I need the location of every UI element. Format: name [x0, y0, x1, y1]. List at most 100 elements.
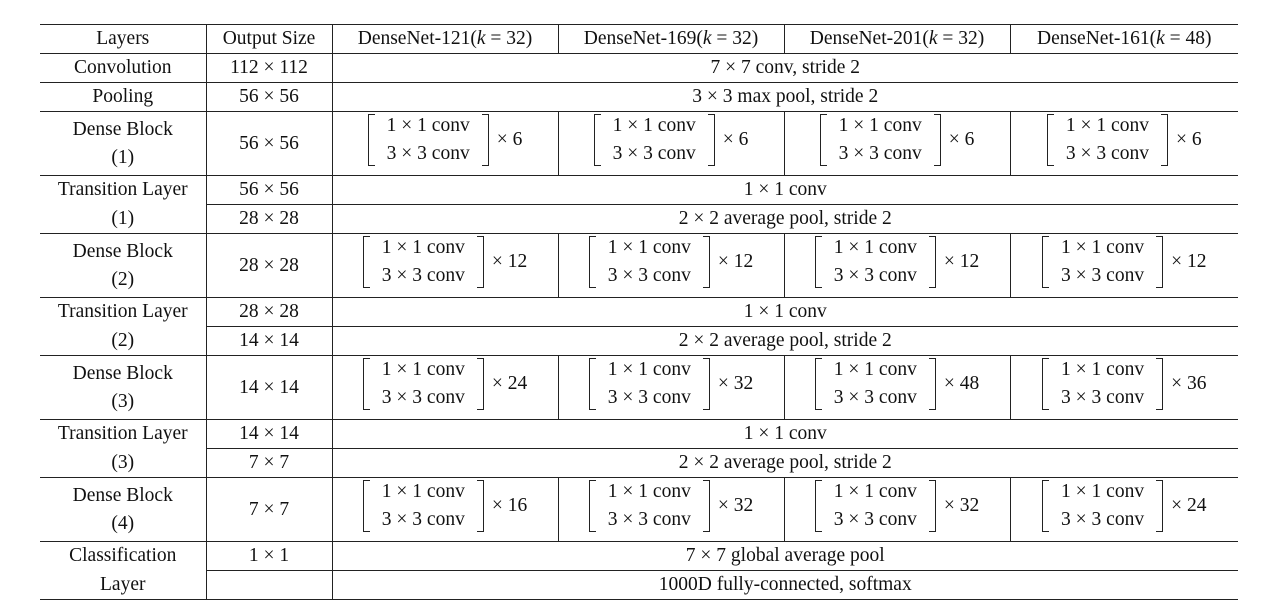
repeat-multiplier: × 36 — [1171, 373, 1207, 394]
repeat-multiplier: × 24 — [491, 373, 528, 394]
dense-block-config: 1 × 1 conv 3 × 3 conv × 6 — [331, 111, 558, 176]
conv-1x1: 1 × 1 conv — [838, 115, 922, 136]
layer-name: Transition Layer — [40, 175, 206, 205]
layer-config: 7 × 7 conv, stride 2 — [331, 53, 1238, 83]
left-bracket — [819, 114, 827, 166]
layer-name: Transition Layer — [40, 419, 206, 449]
conv-3x3: 3 × 3 conv — [838, 143, 922, 164]
conv-3x3: 3 × 3 conv — [381, 265, 465, 286]
left-bracket — [362, 480, 370, 532]
left-bracket — [1046, 114, 1054, 166]
repeat-multiplier: × 12 — [717, 251, 754, 272]
conv-1x1: 1 × 1 conv — [607, 237, 691, 258]
layer-name: (2) — [111, 329, 135, 351]
dense-block-config: 1 × 1 conv 3 × 3 conv × 12 — [1009, 233, 1238, 298]
dense-block-bracket: 1 × 1 conv 3 × 3 conv × 24 — [362, 356, 528, 412]
header-densenet-121: DenseNet-121(k = 32) — [331, 24, 558, 54]
dense-block-config: 1 × 1 conv 3 × 3 conv × 12 — [331, 233, 558, 298]
dense-block-config: 1 × 1 conv 3 × 3 conv × 6 — [557, 111, 784, 176]
right-bracket — [1156, 358, 1164, 410]
header-densenet-201: DenseNet-201(k = 32) — [783, 24, 1010, 54]
repeat-multiplier: × 24 — [1171, 495, 1207, 516]
dense-block-bracket: 1 × 1 conv 3 × 3 conv × 32 — [588, 478, 753, 534]
row-dense-block-3: Dense Block (3) 14 × 14 1 × 1 conv 3 × 3 c… — [40, 355, 1238, 420]
conv-1x1: 1 × 1 conv — [386, 115, 470, 136]
right-bracket — [1160, 114, 1168, 166]
dense-block-bracket: 1 × 1 conv 3 × 3 conv × 16 — [362, 478, 528, 534]
output-size: 56 × 56 — [205, 175, 332, 205]
output-size: 28 × 28 — [205, 297, 332, 327]
conv-3x3: 3 × 3 conv — [1061, 265, 1145, 286]
conv-stack: 1 × 1 conv 3 × 3 conv — [602, 234, 697, 290]
left-bracket — [814, 358, 822, 410]
conv-3x3: 3 × 3 conv — [833, 387, 917, 408]
dense-block-bracket: 1 × 1 conv 3 × 3 conv × 12 — [1042, 234, 1206, 290]
conv-1x1: 1 × 1 conv — [607, 481, 691, 502]
dense-block-config: 1 × 1 conv 3 × 3 conv × 32 — [557, 355, 784, 420]
conv-3x3: 3 × 3 conv — [1061, 509, 1145, 530]
repeat-multiplier: × 16 — [491, 495, 528, 516]
header-row: Layers Output Size DenseNet-121(k = 32) … — [40, 24, 1238, 54]
conv-1x1: 1 × 1 conv — [381, 481, 465, 502]
dense-block-bracket: 1 × 1 conv 3 × 3 conv × 6 — [367, 112, 522, 168]
row-transition-1-conv: Transition Layer 56 × 56 1 × 1 conv — [40, 175, 1238, 205]
right-bracket — [933, 114, 941, 166]
conv-1x1: 1 × 1 conv — [1061, 481, 1145, 502]
output-size: 56 × 56 — [205, 82, 332, 112]
conv-1x1: 1 × 1 conv — [833, 359, 917, 380]
right-bracket — [476, 358, 484, 410]
left-bracket — [814, 480, 822, 532]
dense-block-bracket: 1 × 1 conv 3 × 3 conv × 12 — [588, 234, 754, 290]
row-dense-block-1: Dense Block (1) 56 × 56 1 × 1 conv 3 × 3 c… — [40, 111, 1238, 176]
repeat-multiplier: × 48 — [943, 373, 980, 394]
dense-block-config: 1 × 1 conv 3 × 3 conv × 24 — [331, 355, 558, 420]
right-bracket — [1156, 480, 1164, 532]
row-transition-3-conv: Transition Layer 14 × 14 1 × 1 conv — [40, 419, 1238, 449]
conv-1x1: 1 × 1 conv — [833, 481, 917, 502]
conv-1x1: 1 × 1 conv — [612, 115, 696, 136]
layer-name: Dense Block (1) — [40, 111, 206, 176]
repeat-multiplier: × 32 — [717, 373, 754, 394]
conv-stack: 1 × 1 conv 3 × 3 conv — [828, 234, 923, 290]
right-bracket — [476, 480, 484, 532]
dense-block-bracket: 1 × 1 conv 3 × 3 conv × 32 — [588, 356, 754, 412]
right-bracket — [1156, 236, 1164, 288]
dense-block-config: 1 × 1 conv 3 × 3 conv × 12 — [783, 233, 1010, 298]
conv-1x1: 1 × 1 conv — [1061, 237, 1145, 258]
conv-3x3: 3 × 3 conv — [381, 509, 465, 530]
dense-block-bracket: 1 × 1 conv 3 × 3 conv × 6 — [1046, 112, 1202, 168]
right-bracket — [481, 114, 489, 166]
conv-3x3: 3 × 3 conv — [1065, 143, 1149, 164]
row-transition-1-pool: (1) 28 × 28 2 × 2 average pool, stride 2 — [40, 204, 1238, 234]
conv-stack: 1 × 1 conv 3 × 3 conv — [1060, 112, 1155, 168]
conv-stack: 1 × 1 conv 3 × 3 conv — [376, 234, 471, 290]
conv-stack: 1 × 1 conv 3 × 3 conv — [1055, 478, 1150, 534]
conv-3x3: 3 × 3 conv — [607, 509, 691, 530]
output-size: 28 × 28 — [205, 204, 332, 234]
right-bracket — [928, 358, 936, 410]
conv-1x1: 1 × 1 conv — [607, 359, 691, 380]
row-convolution: Convolution 112 × 112 7 × 7 conv, stride… — [40, 53, 1238, 83]
right-bracket — [702, 358, 710, 410]
output-size: 1 × 1 — [205, 541, 332, 571]
dense-block-bracket: 1 × 1 conv 3 × 3 conv × 12 — [814, 234, 979, 290]
repeat-multiplier: × 12 — [491, 251, 528, 272]
right-bracket — [707, 114, 715, 166]
conv-3x3: 3 × 3 conv — [607, 387, 691, 408]
layer-config: 2 × 2 average pool, stride 2 — [331, 326, 1238, 356]
conv-stack: 1 × 1 conv 3 × 3 conv — [1055, 234, 1150, 290]
repeat-multiplier: × 6 — [1175, 129, 1202, 150]
dense-block-config: 1 × 1 conv 3 × 3 conv × 24 — [1009, 477, 1238, 542]
conv-stack: 1 × 1 conv 3 × 3 conv — [828, 356, 923, 412]
dense-block-bracket: 1 × 1 conv 3 × 3 conv × 48 — [814, 356, 980, 412]
layer-config: 1000D fully-connected, softmax — [331, 570, 1238, 600]
row-dense-block-2: Dense Block (2) 28 × 28 1 × 1 conv 3 × 3 c… — [40, 233, 1238, 298]
conv-3x3: 3 × 3 conv — [381, 387, 465, 408]
repeat-multiplier: × 32 — [943, 495, 980, 516]
left-bracket — [588, 480, 596, 532]
conv-1x1: 1 × 1 conv — [381, 237, 465, 258]
header-densenet-161: DenseNet-161(k = 48) — [1009, 24, 1238, 54]
layer-name: Transition Layer — [40, 297, 206, 327]
left-bracket — [1042, 358, 1050, 410]
conv-1x1: 1 × 1 conv — [381, 359, 465, 380]
